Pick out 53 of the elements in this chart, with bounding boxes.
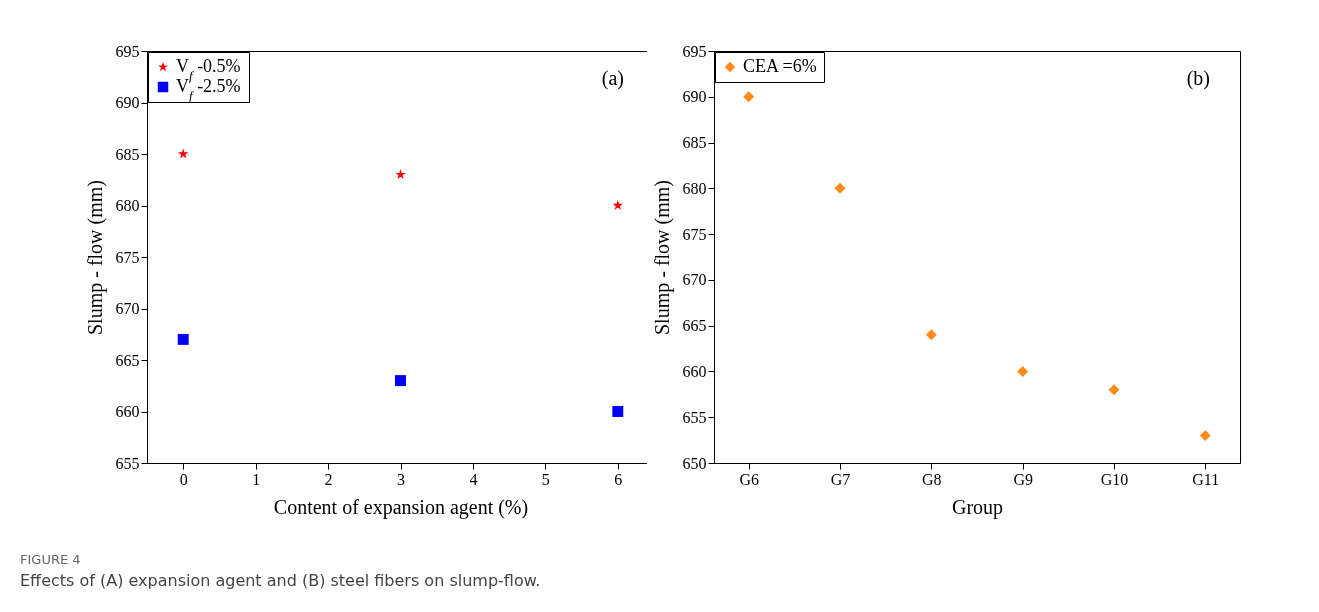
point <box>612 200 623 210</box>
y-tick-label: 675 <box>682 225 707 243</box>
x-tick-label: G9 <box>1013 470 1033 488</box>
y-tick-label: 655 <box>115 454 140 472</box>
x-tick-label: G10 <box>1100 470 1129 488</box>
point <box>1108 384 1120 396</box>
y-tick-label: 665 <box>115 351 140 369</box>
legend-label: CEA =6% <box>743 56 817 76</box>
point <box>1017 365 1029 377</box>
y-tick-label: 650 <box>682 454 707 472</box>
y-tick-label: 665 <box>682 317 707 335</box>
y-axis-title: Slump - flow (mm) <box>83 180 107 335</box>
y-tick-label: 695 <box>682 42 707 60</box>
point <box>743 91 755 103</box>
x-tick-label: 2 <box>324 470 333 488</box>
x-tick-label: 1 <box>252 470 261 488</box>
point <box>925 329 937 341</box>
point <box>395 375 406 387</box>
point <box>834 182 846 194</box>
x-tick-label: G7 <box>830 470 851 488</box>
text: Effects of (A) expansion agent and (B) steel fibers on slump-flow. <box>20 571 541 590</box>
y-tick-label: 675 <box>115 248 140 266</box>
y-tick-label: 670 <box>115 300 140 317</box>
point <box>612 406 624 417</box>
y-tick-label: 680 <box>682 179 707 197</box>
annotation: (a) <box>601 67 624 90</box>
y-tick-label: 660 <box>682 362 707 380</box>
x-axis-title: Group <box>951 495 1004 519</box>
point <box>177 333 189 345</box>
y-axis-title: Slump - flow (mm) <box>650 180 674 335</box>
y-tick-label: 690 <box>115 94 140 111</box>
x-tick-label: 0 <box>179 470 188 488</box>
x-tick-label: 5 <box>541 470 550 488</box>
y-tick-label: 670 <box>682 271 707 289</box>
y-tick-label: 690 <box>682 88 707 106</box>
y-tick-label: 695 <box>115 42 140 60</box>
y-tick-label: 685 <box>115 145 140 163</box>
point <box>178 148 189 159</box>
caption: FIGURE 4 <box>20 552 82 567</box>
x-tick-label: G6 <box>739 470 759 488</box>
y-tick-label: 655 <box>682 408 707 426</box>
x-tick-label: G11 <box>1192 470 1220 488</box>
x-tick-label: 4 <box>469 470 478 488</box>
x-tick-label: 3 <box>397 470 405 488</box>
y-tick-label: 680 <box>115 197 140 214</box>
x-axis-title: Content of expansion agent (%) <box>273 495 529 519</box>
x-tick-label: G8 <box>922 470 942 488</box>
point <box>1199 430 1211 442</box>
x-tick-label: 6 <box>614 470 623 488</box>
point <box>395 169 406 180</box>
annotation: (b) <box>1186 67 1210 90</box>
y-tick-label: 685 <box>682 134 707 152</box>
y-tick-label: 660 <box>115 403 140 420</box>
